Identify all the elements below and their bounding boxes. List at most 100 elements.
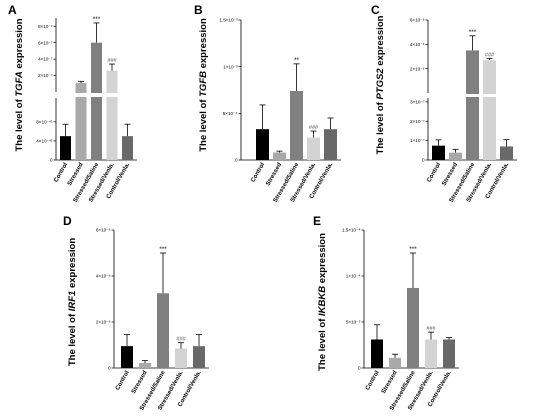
significance-marker: ### <box>485 52 495 58</box>
bar-stressed-venla- <box>175 348 187 368</box>
bar-control <box>121 346 133 368</box>
bar-stressed-venla- <box>483 60 496 160</box>
y-tick-label: 5×10⁻⁵ <box>346 320 361 325</box>
panel-letter: B <box>194 3 203 17</box>
y-tick-label: 2×10⁻⁷ <box>410 119 425 124</box>
y-tick-label: 6×10⁻⁶ <box>96 228 111 233</box>
significance-marker: *** <box>409 246 417 253</box>
y-tick-label: 3×10⁻⁷ <box>410 99 425 104</box>
panel-letter: E <box>313 214 321 228</box>
bar-stressed-saline <box>157 293 169 368</box>
axis-break-gap <box>52 93 139 97</box>
y-tick-label: 4×10⁻⁴¹ <box>36 139 53 144</box>
y-axis-label-gene: IRF1 <box>67 291 78 312</box>
y-axis-label-gene: TGFA <box>14 71 25 96</box>
x-tick-label: Control <box>365 370 381 392</box>
bar-stressed <box>139 362 151 368</box>
y-axis-label: The level of TGFA expression <box>14 18 25 151</box>
y-axis-label-gene: TGFB <box>198 71 209 97</box>
y-axis-label: The level of PTGS2 expression <box>375 15 386 154</box>
y-axis-label-suffix: expression <box>67 238 78 291</box>
y-axis-label: The level of TGFB expression <box>198 18 209 152</box>
y-tick-label: 1×10⁻⁴ <box>346 274 361 279</box>
y-tick-label: 1.5×10⁻⁴ <box>342 228 361 233</box>
bar-stressed-venla- <box>106 70 118 160</box>
x-tick-label: Control <box>426 162 442 184</box>
bar-control <box>371 339 383 368</box>
x-tick-label: Stressed <box>265 162 283 187</box>
y-tick-label: 4×10⁻⁶ <box>96 274 111 279</box>
bar-control <box>256 129 269 160</box>
y-axis-label-suffix: expression <box>317 233 328 286</box>
bar-control-venla- <box>443 339 455 368</box>
y-tick-label: 8×10⁻⁷ <box>38 24 53 29</box>
y-tick-label: 6×10⁻⁶ <box>410 18 425 23</box>
y-axis-label: The level of IRF1 expression <box>67 238 78 366</box>
significance-marker: ### <box>176 337 186 343</box>
y-axis-label-prefix: The level of <box>375 100 386 155</box>
bar-stressed-saline <box>290 90 303 160</box>
bar-stressed <box>75 82 87 160</box>
significance-marker: ### <box>309 125 319 131</box>
significance-marker: ** <box>294 57 300 64</box>
bar-stressed <box>273 152 286 160</box>
bar-stressed-saline <box>91 42 102 160</box>
bar-stressed-saline <box>407 287 419 368</box>
y-tick-label: 0 <box>422 158 425 163</box>
bar-stressed-venla- <box>425 339 437 368</box>
y-axis-label-suffix: expression <box>375 15 386 68</box>
bar-stressed <box>449 152 462 160</box>
y-axis-label-gene: IKBKB <box>317 286 328 316</box>
significance-marker: *** <box>159 246 167 253</box>
y-tick-label: 0 <box>358 366 361 371</box>
bar-control-venla- <box>500 146 513 160</box>
y-tick-label: 1×10⁻³ <box>223 64 238 69</box>
y-axis-label-gene: PTGS2 <box>375 68 386 100</box>
y-tick-label: 0 <box>235 158 238 163</box>
bar-stressed <box>389 357 401 368</box>
y-axis-label-suffix: expression <box>198 18 209 71</box>
y-tick-label: 2×10⁻⁷ <box>38 73 53 78</box>
y-tick-label: 4×10⁻⁷ <box>38 57 53 62</box>
y-tick-label: 0 <box>50 158 53 163</box>
x-tick-label: Control <box>115 370 131 392</box>
y-axis-label-prefix: The level of <box>317 316 328 371</box>
significance-marker: *** <box>93 16 101 23</box>
x-tick-label: Control <box>53 162 69 184</box>
x-tick-label: Stressed <box>441 162 459 187</box>
bar-stressed-saline <box>466 50 479 160</box>
y-axis-label-prefix: The level of <box>14 97 25 152</box>
y-tick-label: 1×10⁻⁷ <box>410 138 425 143</box>
bar-control-venla- <box>324 129 337 160</box>
axis-break-gap <box>424 94 519 97</box>
y-axis-label-suffix: expression <box>14 18 25 71</box>
significance-marker: ### <box>426 326 436 332</box>
y-tick-label: 4×10⁻⁶ <box>410 42 425 47</box>
y-tick-label: 6×10⁻⁷ <box>38 40 53 45</box>
y-tick-label: 1.5×10⁻³ <box>219 18 238 23</box>
panel-e: E The level of IKBKB expression 0 5×10⁻⁵ 1×1… <box>313 214 459 412</box>
x-tick-label: Control <box>250 162 266 184</box>
bar-control <box>60 136 71 160</box>
y-axis-label-prefix: The level of <box>67 311 78 366</box>
panel-d: D The level of IRF1 expression 0 2×10⁻⁶ 4×10… <box>63 214 209 412</box>
significance-marker: ### <box>107 58 117 64</box>
y-tick-label: 2×10⁻⁶ <box>96 320 111 325</box>
y-axis-label-prefix: The level of <box>198 97 209 152</box>
bar-control-venla- <box>122 136 133 160</box>
bar-control-venla- <box>193 346 205 368</box>
y-tick-label: 5×10⁻⁴ <box>223 111 238 116</box>
y-tick-label: 8×10⁻⁴¹ <box>36 119 53 124</box>
x-tick-label: Stressed <box>381 370 399 395</box>
panel-letter: A <box>8 3 17 17</box>
bar-control <box>432 145 445 160</box>
y-tick-label: 2×10⁻⁶ <box>410 66 425 71</box>
panel-letter: C <box>371 3 380 17</box>
bar-stressed-venla- <box>307 137 320 160</box>
y-tick-label: 0 <box>108 366 111 371</box>
panel-letter: D <box>63 214 72 228</box>
